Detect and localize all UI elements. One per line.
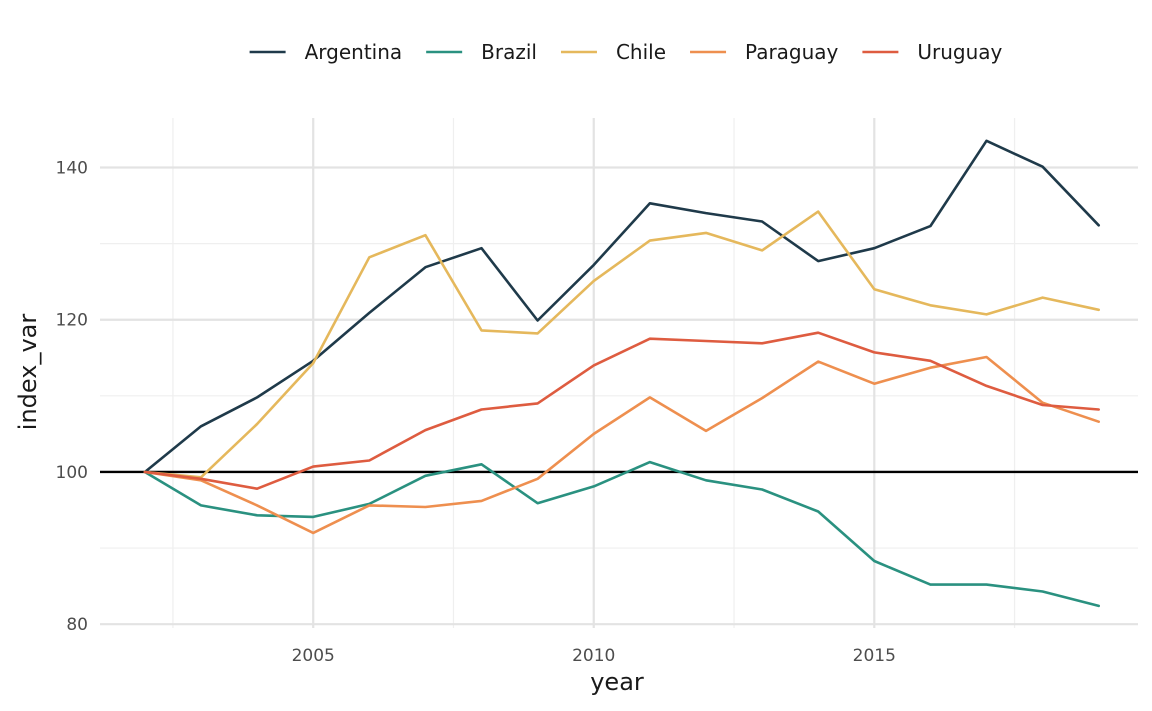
series-lines (143, 139, 1100, 608)
x-tick-label: 2005 (292, 646, 335, 666)
series-line-paraguay (143, 355, 1100, 535)
y-tick-label: 120 (56, 311, 88, 331)
legend-label-uruguay: Uruguay (917, 40, 1002, 64)
y-tick-label: 140 (56, 158, 88, 178)
legend-label-argentina: Argentina (305, 40, 403, 64)
series-line-chile (143, 210, 1100, 479)
legend-label-brazil: Brazil (481, 40, 537, 64)
legend-label-chile: Chile (616, 40, 666, 64)
major-gridlines (100, 118, 1138, 628)
series-line-argentina (143, 139, 1100, 474)
x-axis-title: year (590, 668, 644, 696)
series-line-brazil (143, 460, 1100, 608)
y-tick-label: 80 (66, 615, 88, 635)
legend-label-paraguay: Paraguay (745, 40, 839, 64)
x-tick-label: 2010 (572, 646, 615, 666)
y-axis-ticks: 80 100 120 140 (56, 158, 88, 635)
y-axis-title: index_var (14, 314, 42, 431)
y-tick-label: 100 (56, 463, 88, 483)
x-axis-ticks: 2005 2010 2015 (292, 646, 896, 666)
legend: Argentina Brazil Chile Paraguay Uruguay (249, 40, 1003, 64)
x-tick-label: 2015 (853, 646, 896, 666)
minor-gridlines (100, 118, 1138, 628)
series-line-uruguay (143, 331, 1100, 491)
